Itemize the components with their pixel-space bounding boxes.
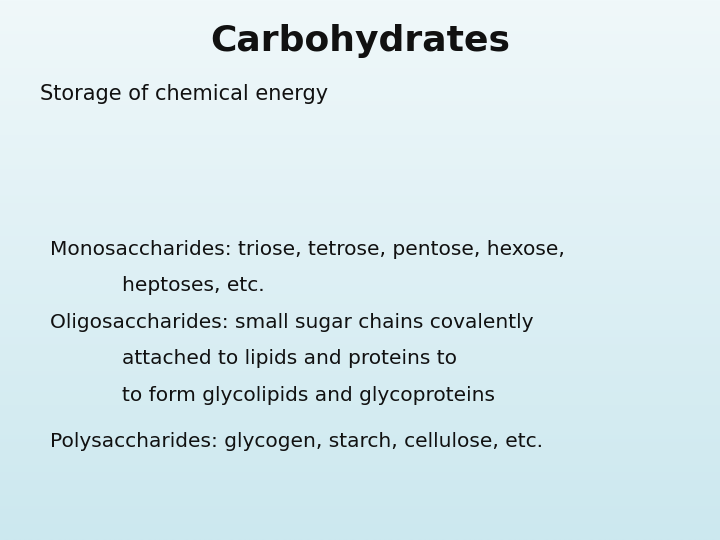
Text: heptoses, etc.: heptoses, etc. <box>122 276 265 295</box>
Text: Monosaccharides: triose, tetrose, pentose, hexose,: Monosaccharides: triose, tetrose, pentos… <box>50 240 565 259</box>
Text: attached to lipids and proteins to: attached to lipids and proteins to <box>122 349 457 368</box>
Text: Carbohydrates: Carbohydrates <box>210 24 510 58</box>
Text: Storage of chemical energy: Storage of chemical energy <box>40 84 328 104</box>
Text: Polysaccharides: glycogen, starch, cellulose, etc.: Polysaccharides: glycogen, starch, cellu… <box>50 432 544 451</box>
Text: Oligosaccharides: small sugar chains covalently: Oligosaccharides: small sugar chains cov… <box>50 313 534 332</box>
Text: to form glycolipids and glycoproteins: to form glycolipids and glycoproteins <box>122 386 495 404</box>
